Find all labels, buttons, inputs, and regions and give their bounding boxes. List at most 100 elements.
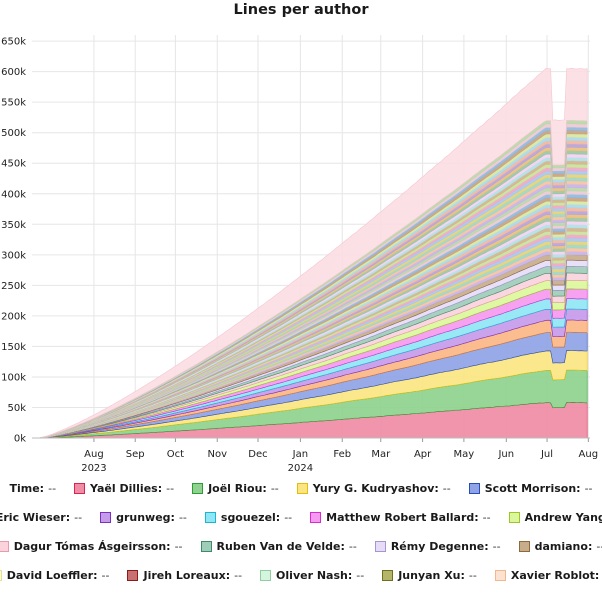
legend-item[interactable]: Xavier Roblot:-- <box>494 569 602 582</box>
x-tick-label: Nov <box>207 449 227 460</box>
legend-swatch <box>382 569 394 581</box>
legend-swatch <box>494 569 506 581</box>
legend-label: Eric Wieser: <box>0 510 71 524</box>
legend-item[interactable]: Jireh Loreaux: -- <box>127 569 242 582</box>
legend-label: Scott Morrison: <box>484 481 581 495</box>
legend-swatch <box>0 569 2 581</box>
legend-value: -- <box>348 539 357 553</box>
legend-item[interactable]: grunweg: -- <box>100 511 187 524</box>
x-tick-label: Dec <box>248 449 267 460</box>
legend-row: David Loeffler: -- Jireh Loreaux: -- Oliver … <box>0 565 602 585</box>
legend-item[interactable]: Andrew Yang:-- <box>508 510 602 524</box>
chart-title: Lines per author <box>233 2 369 18</box>
legend-label: Oliver Nash: <box>276 568 353 582</box>
x-tick-label: Apr <box>414 449 432 460</box>
y-tick-label: 50k <box>7 403 26 414</box>
legend-label: damiano: <box>534 539 593 553</box>
legend-value: -- <box>482 510 491 524</box>
legend-label: Matthew Robert Ballard: <box>326 510 479 524</box>
legend-item[interactable]: Eric Wieser: -- <box>0 511 82 524</box>
x-tick-label: May <box>454 449 475 460</box>
legend-swatch <box>518 540 530 552</box>
y-tick-label: 450k <box>1 159 26 170</box>
stacked-area-chart[interactable]: 0k 50k 100k 150k 200k 250k 300k 350k 400k 450k 500… <box>0 0 602 475</box>
x-tick-label: Jun <box>497 449 514 460</box>
series-areas <box>38 67 588 439</box>
y-tick-label: 250k <box>1 281 26 292</box>
legend-value: -- <box>74 510 83 524</box>
legend-item[interactable]: Oliver Nash: -- <box>260 569 364 582</box>
y-tick-label: 600k <box>1 67 26 78</box>
legend-item[interactable]: Junyan Xu: -- <box>382 569 477 582</box>
legend-value: -- <box>178 510 187 524</box>
legend-item[interactable]: Ruben Van de Velde: -- <box>200 539 357 553</box>
y-tick-label: 0k <box>14 434 26 445</box>
legend-value: -- <box>101 568 110 582</box>
x-axis: Aug 2023 Sep Oct Nov Dec Jan 2024 Feb Mar Apr May Ju… <box>32 437 599 474</box>
legend-value: -- <box>468 568 477 582</box>
y-tick-label: 400k <box>1 189 26 200</box>
x-tick-year-label: 2023 <box>81 463 106 474</box>
x-tick-label: Aug <box>579 449 599 460</box>
legend-value: -- <box>584 481 593 495</box>
legend-swatch <box>127 569 139 581</box>
legend-label: grunweg: <box>116 510 175 524</box>
legend-swatch <box>468 482 480 494</box>
legend-item[interactable]: Joël Riou: -- <box>192 482 279 495</box>
legend-value: -- <box>442 481 451 495</box>
area-series-unattributed <box>38 67 588 439</box>
legend-item[interactable]: David Loeffler: -- <box>0 569 109 582</box>
legend-label: Junyan Xu: <box>398 568 465 582</box>
y-tick-label: 550k <box>1 98 26 109</box>
legend-value: -- <box>174 539 183 553</box>
legend-swatch <box>204 511 216 523</box>
y-tick-label: 200k <box>1 311 26 322</box>
legend-item[interactable]: damiano:-- <box>518 539 602 553</box>
legend-time-value: -- <box>48 481 57 495</box>
legend-time: Time: -- <box>9 482 56 495</box>
legend-label: sgouezel: <box>220 510 281 524</box>
y-tick-label: 350k <box>1 220 26 231</box>
legend-label: Yury G. Kudryashov: <box>312 481 439 495</box>
legend-item[interactable]: Yury G. Kudryashov: -- <box>296 481 451 495</box>
legend-label: Andrew Yang: <box>524 510 602 524</box>
y-tick-label: 500k <box>1 128 26 139</box>
legend-label: Dagur Tómas Ásgeirsson: <box>13 539 171 553</box>
legend-swatch <box>0 540 9 552</box>
legend-item[interactable]: Rémy Degenne: -- <box>374 539 501 553</box>
legend-label: Rémy Degenne: <box>390 539 489 553</box>
legend-item[interactable]: Yaël Dillies: -- <box>74 482 174 495</box>
legend-swatch <box>374 540 386 552</box>
legend-swatch <box>310 511 322 523</box>
legend-item[interactable]: Scott Morrison: -- <box>468 481 593 495</box>
x-tick-label: Jan <box>292 449 308 460</box>
x-tick-label: Jul <box>540 449 553 460</box>
legend-item[interactable]: Matthew Robert Ballard: -- <box>310 510 491 524</box>
legend-value: -- <box>356 568 365 582</box>
y-tick-label: 100k <box>1 372 26 383</box>
y-tick-label: 650k <box>1 37 26 48</box>
legend-swatch <box>508 511 520 523</box>
x-tick-year-label: 2024 <box>288 463 313 474</box>
legend-row: Time: -- Yaël Dillies: -- Joël Riou: -- Yury G… <box>0 478 602 498</box>
legend-value: -- <box>284 510 293 524</box>
x-tick-label: Mar <box>371 449 391 460</box>
legend-value: -- <box>596 539 602 553</box>
legend-label: Jireh Loreaux: <box>143 568 231 582</box>
legend-swatch <box>100 511 112 523</box>
y-axis: 0k 50k 100k 150k 200k 250k 300k 350k 400k 450k 500… <box>1 37 26 445</box>
legend-swatch <box>74 482 86 494</box>
legend-value: -- <box>166 481 175 495</box>
legend: Time: -- Yaël Dillies: -- Joël Riou: -- Yury G… <box>0 478 602 594</box>
legend-swatch <box>260 569 272 581</box>
legend-value: -- <box>234 568 243 582</box>
x-tick-label: Sep <box>126 449 145 460</box>
legend-label: Yaël Dillies: <box>90 481 163 495</box>
legend-time-label: Time: <box>9 481 45 495</box>
legend-row: Dagur Tómas Ásgeirsson: -- Ruben Van de Ve… <box>0 536 602 556</box>
legend-item[interactable]: Dagur Tómas Ásgeirsson: -- <box>0 540 183 553</box>
legend-value: -- <box>492 539 501 553</box>
x-tick-label: Oct <box>167 449 184 460</box>
legend-swatch <box>200 540 212 552</box>
legend-item[interactable]: sgouezel: -- <box>204 510 293 524</box>
